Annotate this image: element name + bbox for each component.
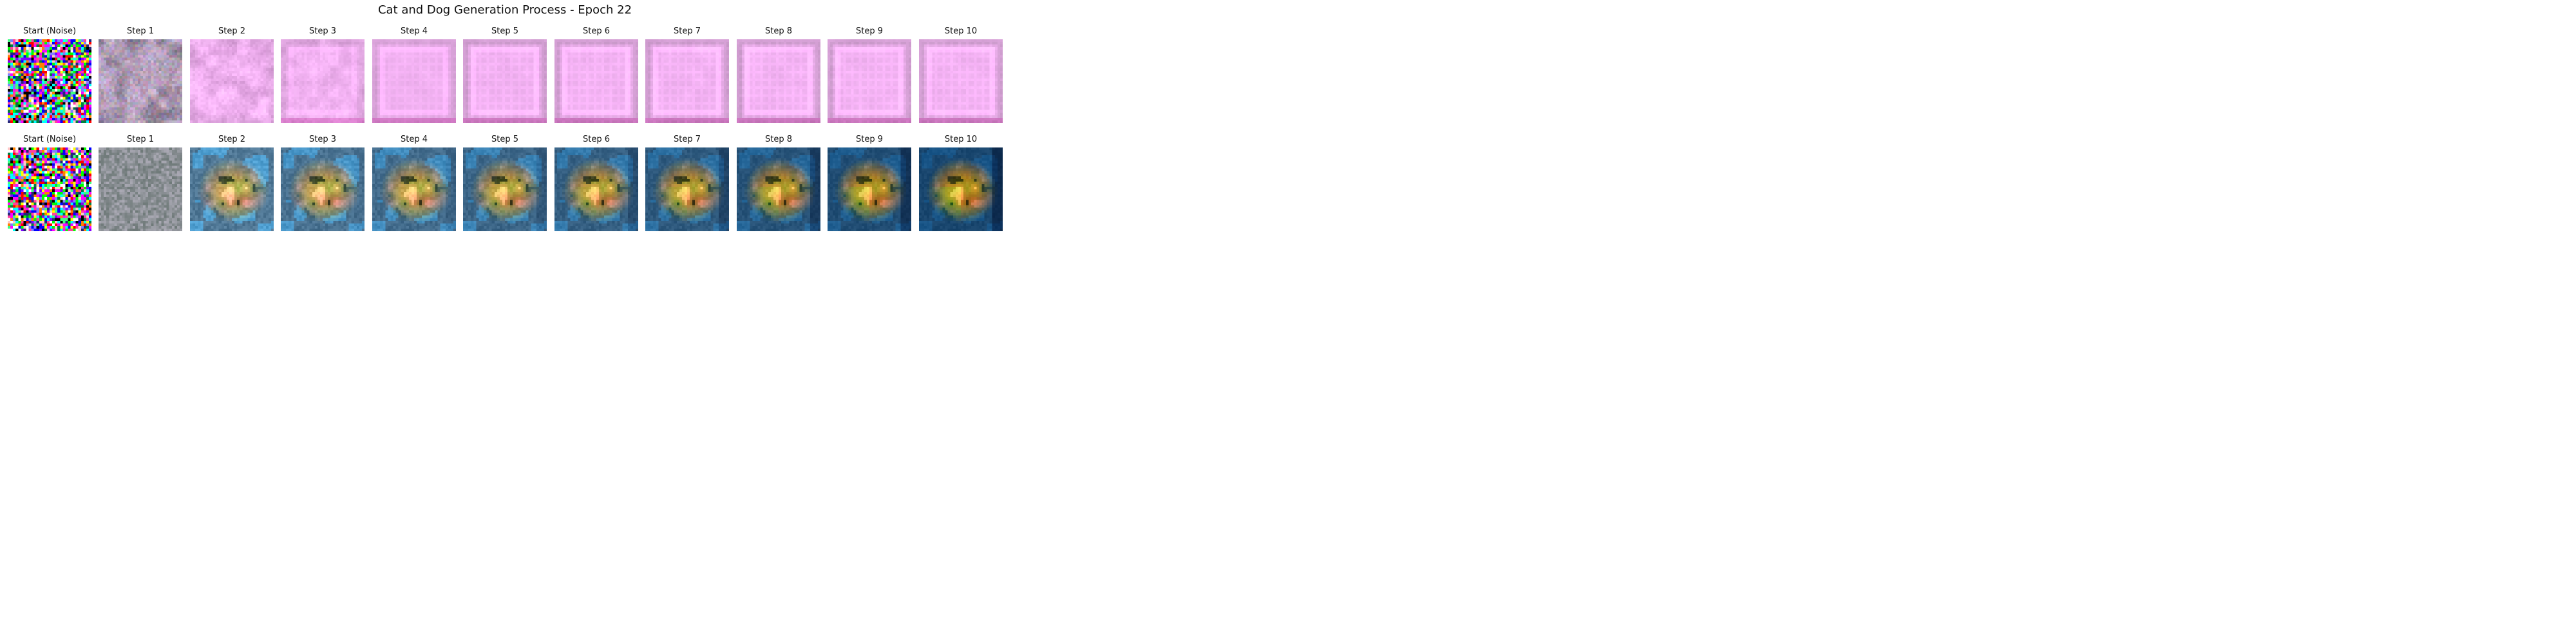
generated-image xyxy=(372,39,456,123)
generated-image xyxy=(281,147,365,231)
panel-step-9: Step 9 xyxy=(828,26,911,129)
generated-image xyxy=(281,39,365,123)
panel-step-6: Step 6 xyxy=(554,26,638,129)
panel-title: Step 9 xyxy=(855,135,883,144)
panel-step-6: Step 6 xyxy=(554,134,638,237)
panel-title: Step 6 xyxy=(582,26,610,36)
generated-image xyxy=(645,39,729,123)
panel-title: Step 2 xyxy=(218,135,245,144)
generated-image xyxy=(99,39,182,123)
panel-step-5: Step 5 xyxy=(463,134,547,237)
panel-title: Start (Noise) xyxy=(23,135,77,144)
generated-image xyxy=(190,39,274,123)
panel-step-1: Step 1 xyxy=(99,134,182,237)
panel-title: Step 5 xyxy=(491,135,518,144)
panel-title: Step 1 xyxy=(126,26,154,36)
generated-image xyxy=(463,39,547,123)
panel-title: Step 7 xyxy=(673,135,701,144)
panel-step-4: Step 4 xyxy=(372,134,456,237)
panel-step-3: Step 3 xyxy=(281,134,365,237)
panel-step-2: Step 2 xyxy=(190,26,274,129)
panel-title: Step 4 xyxy=(400,135,428,144)
panel-title: Step 3 xyxy=(308,135,336,144)
panel-title: Step 10 xyxy=(944,26,978,36)
panel-step-8: Step 8 xyxy=(737,134,820,237)
panel-step-7: Step 7 xyxy=(645,26,729,129)
panel-step-4: Step 4 xyxy=(372,26,456,129)
panel-title: Step 6 xyxy=(582,135,610,144)
panel-title: Step 7 xyxy=(673,26,701,36)
panel-title: Step 8 xyxy=(764,26,792,36)
generated-image xyxy=(919,147,1003,231)
generated-image xyxy=(99,147,182,231)
panel-step-10: Step 10 xyxy=(919,26,1003,129)
sample-row-1: Start (Noise) Step 1 Step 2 Step 3 Step … xyxy=(0,26,1010,129)
panel-step-8: Step 8 xyxy=(737,26,820,129)
panel-title: Step 3 xyxy=(308,26,336,36)
panel-step-5: Step 5 xyxy=(463,26,547,129)
panel-step-9: Step 9 xyxy=(828,134,911,237)
generated-image xyxy=(8,147,91,231)
generated-image xyxy=(737,147,820,231)
panel-title: Step 10 xyxy=(944,135,978,144)
panel-title: Step 1 xyxy=(126,135,154,144)
generated-image xyxy=(737,39,820,123)
panel-title: Step 8 xyxy=(764,135,792,144)
panel-step-1: Step 1 xyxy=(99,26,182,129)
panel-title: Step 2 xyxy=(218,26,245,36)
panel-start-noise: Start (Noise) xyxy=(8,134,91,237)
generated-image xyxy=(463,147,547,231)
panel-title: Step 9 xyxy=(855,26,883,36)
panel-start-noise: Start (Noise) xyxy=(8,26,91,129)
generated-image xyxy=(554,39,638,123)
panel-step-2: Step 2 xyxy=(190,134,274,237)
generated-image xyxy=(828,39,911,123)
generated-image xyxy=(919,39,1003,123)
panel-step-10: Step 10 xyxy=(919,134,1003,237)
generated-image xyxy=(8,39,91,123)
generated-image xyxy=(554,147,638,231)
figure-title: Cat and Dog Generation Process - Epoch 2… xyxy=(377,3,632,17)
generated-image xyxy=(190,147,274,231)
panel-title: Step 5 xyxy=(491,26,518,36)
generated-image xyxy=(372,147,456,231)
generated-image xyxy=(645,147,729,231)
panel-step-7: Step 7 xyxy=(645,134,729,237)
panel-step-3: Step 3 xyxy=(281,26,365,129)
generated-image xyxy=(828,147,911,231)
panel-title: Start (Noise) xyxy=(23,26,77,36)
sample-row-2: Start (Noise) Step 1 Step 2 Step 3 Step … xyxy=(0,134,1010,237)
panel-title: Step 4 xyxy=(400,26,428,36)
